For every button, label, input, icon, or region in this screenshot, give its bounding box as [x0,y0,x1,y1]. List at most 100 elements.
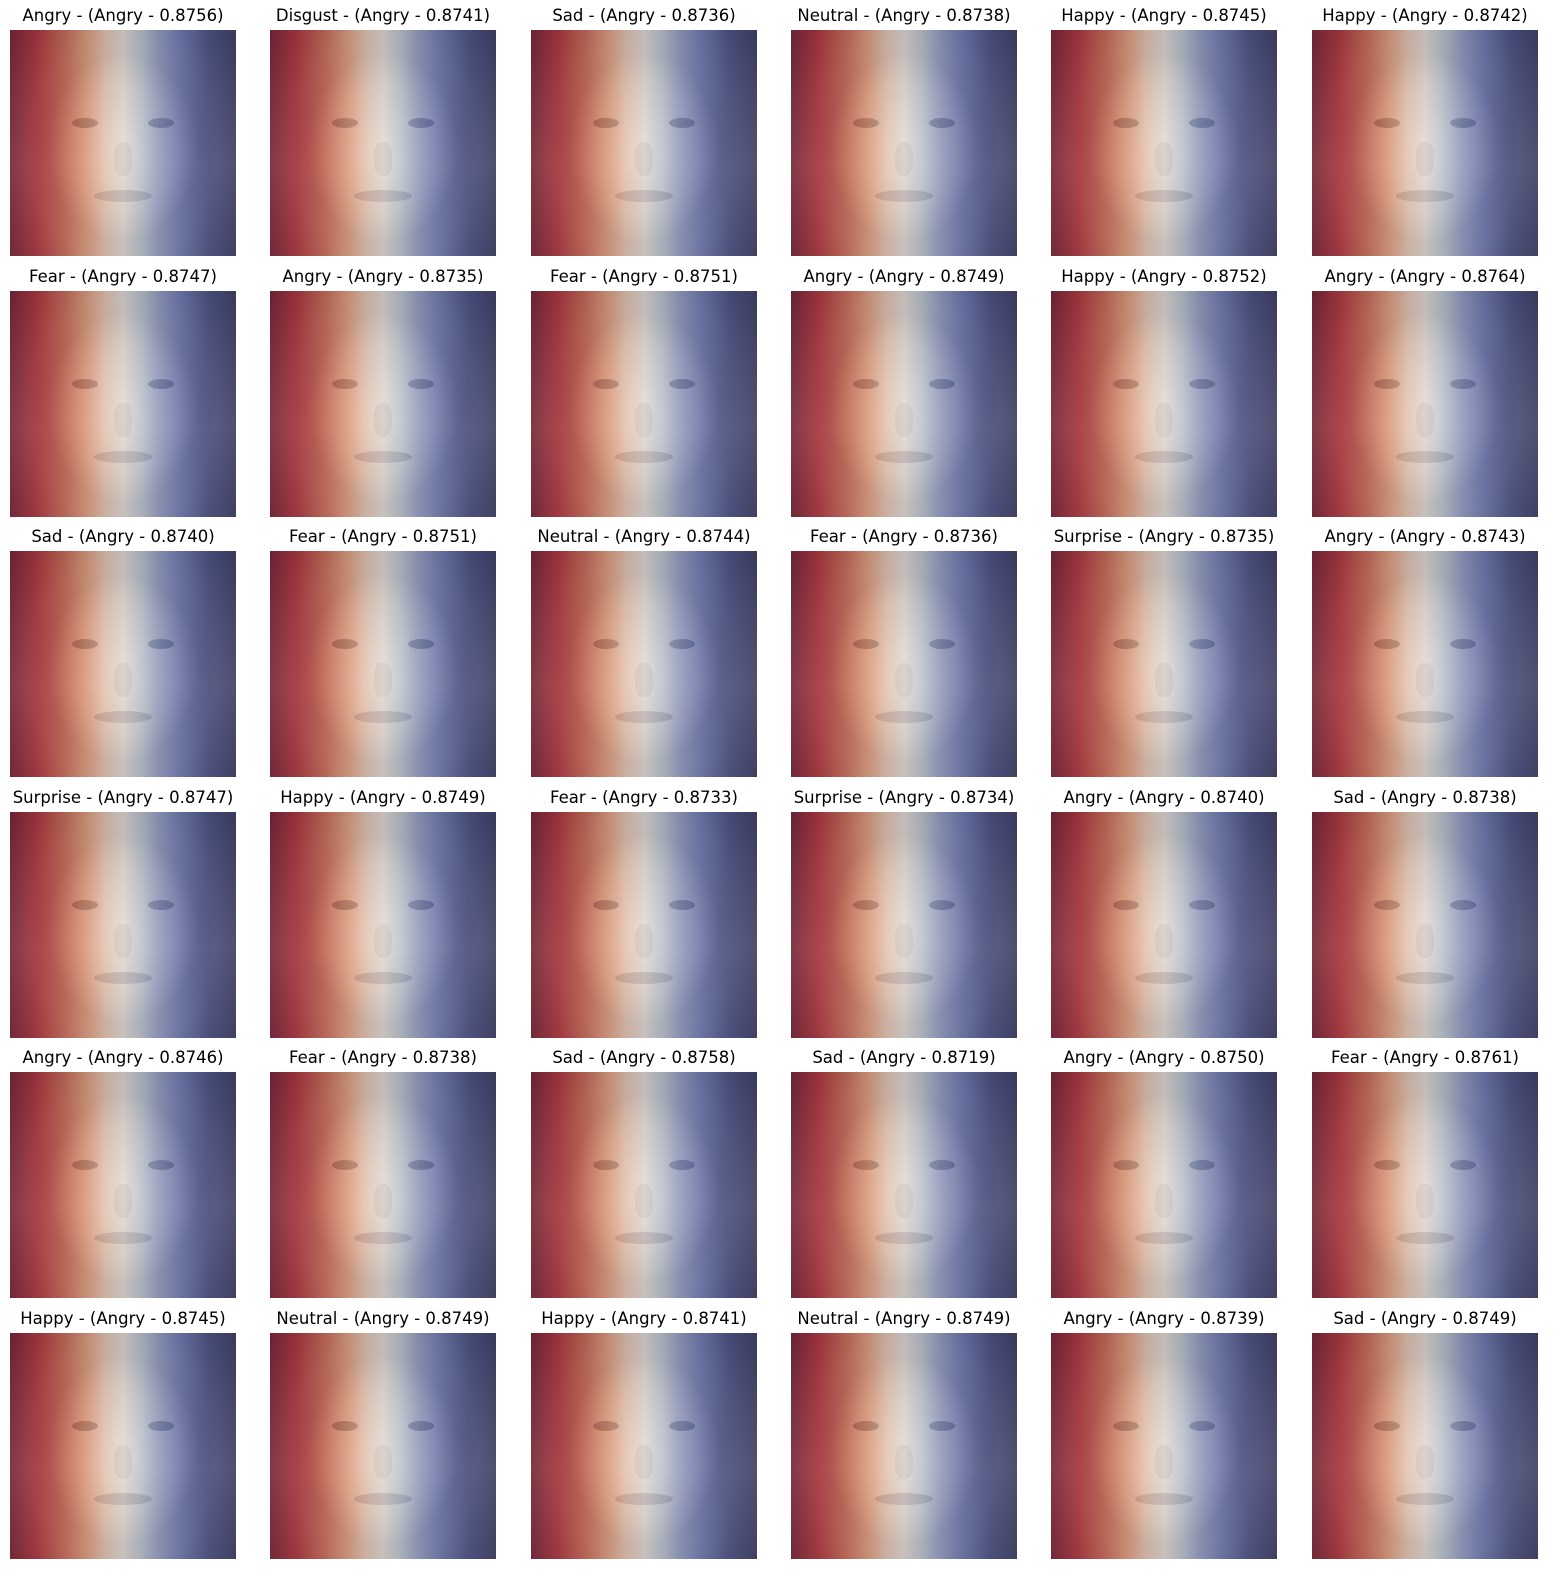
heatmap-overlay [1312,1072,1538,1298]
panel-caption: Angry - (Angry - 0.8735) [282,267,484,286]
face-heatmap-image [531,1072,757,1298]
panel-caption: Fear - (Angry - 0.8733) [550,788,738,807]
face-heatmap-image [1312,291,1538,517]
heatmap-overlay [10,291,236,517]
face-heatmap-image [270,812,496,1038]
face-heatmap-image [10,291,236,517]
face-heatmap-image [531,1333,757,1559]
heatmap-overlay [270,1072,496,1298]
face-heatmap-image [270,551,496,777]
face-heatmap-image [791,551,1017,777]
face-heatmap-image [1312,1333,1538,1559]
panel-caption: Sad - (Angry - 0.8738) [1333,788,1517,807]
face-heatmap-image [1051,551,1277,777]
panel-caption: Disgust - (Angry - 0.8741) [275,6,491,25]
heatmap-overlay [1312,30,1538,256]
face-heatmap-image [791,291,1017,517]
heatmap-overlay [531,1333,757,1559]
heatmap-overlay [531,30,757,256]
panel-caption: Happy - (Angry - 0.8752) [1061,267,1267,286]
face-heatmap-image [791,1072,1017,1298]
heatmap-overlay [1051,1333,1277,1559]
heatmap-overlay [1051,812,1277,1038]
heatmap-overlay [791,291,1017,517]
panel-caption: Sad - (Angry - 0.8740) [31,527,215,546]
panel-caption: Fear - (Angry - 0.8736) [810,527,998,546]
panel-caption: Sad - (Angry - 0.8736) [552,6,736,25]
heatmap-overlay [1051,291,1277,517]
face-heatmap-image [1312,1072,1538,1298]
face-heatmap-image [270,30,496,256]
panel-caption: Angry - (Angry - 0.8750) [1063,1048,1265,1067]
panel-caption: Happy - (Angry - 0.8745) [1061,6,1267,25]
heatmap-overlay [270,812,496,1038]
face-heatmap-image [1051,1072,1277,1298]
heatmap-overlay [1051,551,1277,777]
panel-caption: Fear - (Angry - 0.8751) [289,527,477,546]
face-heatmap-image [10,812,236,1038]
face-heatmap-image [531,812,757,1038]
heatmap-overlay [791,551,1017,777]
heatmap-overlay [531,551,757,777]
heatmap-overlay [791,1072,1017,1298]
panel-caption: Sad - (Angry - 0.8758) [552,1048,736,1067]
face-heatmap-image [531,551,757,777]
face-heatmap-image [1051,1333,1277,1559]
panel-caption: Happy - (Angry - 0.8749) [280,788,486,807]
face-heatmap-image [1051,30,1277,256]
heatmap-overlay [270,551,496,777]
face-heatmap-image [1312,551,1538,777]
heatmap-overlay [791,1333,1017,1559]
heatmap-overlay [1051,30,1277,256]
panel-caption: Neutral - (Angry - 0.8749) [276,1309,490,1328]
heatmap-overlay [1312,1333,1538,1559]
heatmap-overlay [1312,291,1538,517]
panel-caption: Surprise - (Angry - 0.8747) [12,788,234,807]
face-heatmap-image [531,30,757,256]
panel-caption: Sad - (Angry - 0.8719) [812,1048,996,1067]
panel-caption: Happy - (Angry - 0.8745) [20,1309,226,1328]
face-heatmap-image [10,30,236,256]
face-heatmap-image [270,1333,496,1559]
face-heatmap-image [1312,30,1538,256]
heatmap-overlay [10,1072,236,1298]
face-heatmap-image [10,551,236,777]
face-heatmap-image [270,291,496,517]
face-heatmap-image [270,1072,496,1298]
face-heatmap-image [10,1333,236,1559]
panel-caption: Surprise - (Angry - 0.8734) [793,788,1015,807]
heatmap-overlay [270,30,496,256]
panel-caption: Happy - (Angry - 0.8742) [1322,6,1528,25]
panel-caption: Angry - (Angry - 0.8746) [22,1048,224,1067]
heatmap-overlay [10,30,236,256]
heatmap-overlay [531,812,757,1038]
face-heatmap-image [10,1072,236,1298]
heatmap-overlay [791,812,1017,1038]
panel-caption: Neutral - (Angry - 0.8744) [537,527,751,546]
heatmap-overlay [1312,812,1538,1038]
heatmap-overlay [10,812,236,1038]
panel-caption: Angry - (Angry - 0.8756) [22,6,224,25]
face-heatmap-image [1312,812,1538,1038]
panel-caption: Fear - (Angry - 0.8751) [550,267,738,286]
heatmap-overlay [1051,1072,1277,1298]
panel-caption: Fear - (Angry - 0.8747) [29,267,217,286]
panel-caption: Angry - (Angry - 0.8739) [1063,1309,1265,1328]
panel-caption: Sad - (Angry - 0.8749) [1333,1309,1517,1328]
heatmap-overlay [531,1072,757,1298]
face-heatmap-image [1051,291,1277,517]
panel-caption: Neutral - (Angry - 0.8749) [797,1309,1011,1328]
heatmap-overlay [10,551,236,777]
panel-caption: Angry - (Angry - 0.8743) [1324,527,1526,546]
panel-caption: Angry - (Angry - 0.8749) [803,267,1005,286]
heatmap-overlay [531,291,757,517]
face-heatmap-image [791,30,1017,256]
heatmap-overlay [270,1333,496,1559]
face-heatmap-image [531,291,757,517]
heatmap-overlay [1312,551,1538,777]
panel-caption: Fear - (Angry - 0.8761) [1331,1048,1519,1067]
face-heatmap-image [1051,812,1277,1038]
panel-caption: Happy - (Angry - 0.8741) [541,1309,747,1328]
face-heatmap-image [791,812,1017,1038]
